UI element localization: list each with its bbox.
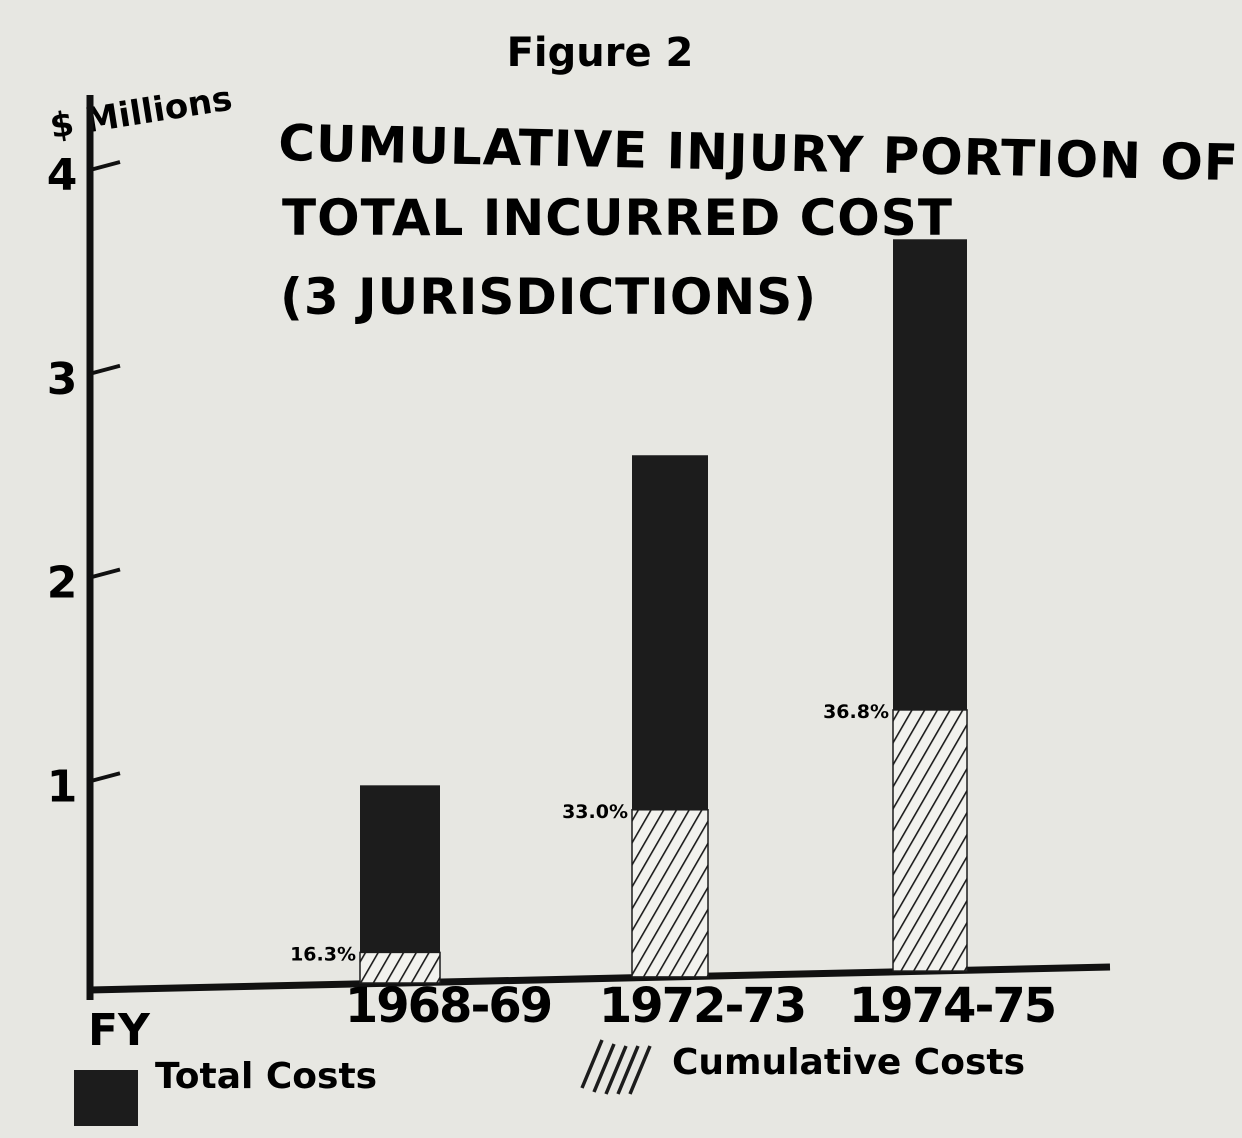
- bar-total-costs: [360, 785, 440, 953]
- y-tick-label: 2: [47, 558, 78, 609]
- bar-cumulative-costs: [631, 809, 709, 978]
- y-tick-mark: [89, 363, 121, 376]
- bar-cumulative-costs: [359, 951, 441, 984]
- y-tick-mark: [89, 160, 121, 172]
- bar-total-costs: [893, 239, 967, 710]
- y-tick-mark: [89, 771, 121, 784]
- bar-percent-label: 16.3%: [290, 943, 356, 965]
- legend-label-cumulative-costs: Cumulative Costs: [672, 1042, 1025, 1083]
- legend-label-total-costs: Total Costs: [155, 1056, 377, 1097]
- y-tick-label: 1: [47, 761, 78, 812]
- y-axis-unit-label: $ Millions: [47, 79, 235, 147]
- y-tick-label: 4: [47, 150, 78, 201]
- figure-label: Figure 2: [507, 30, 694, 76]
- bar-total-costs: [632, 455, 708, 810]
- bar-cumulative-costs: [892, 709, 968, 972]
- legend-swatch-cumulative-costs: [580, 1039, 652, 1095]
- chart-title-line-3: (3 JURISDICTIONS): [280, 268, 817, 326]
- chart-title-line-1: CUMULATIVE INJURY PORTION OF: [278, 114, 1240, 192]
- y-tick-label: 3: [47, 354, 78, 405]
- legend-swatch-total-costs: [74, 1070, 138, 1126]
- y-tick-mark: [89, 567, 121, 580]
- chart-title-line-2: TOTAL INCURRED COST: [282, 189, 953, 247]
- x-category-label: 1974-75: [849, 978, 1055, 1034]
- x-category-label: 1972-73: [599, 978, 805, 1034]
- bar-percent-label: 33.0%: [562, 801, 628, 823]
- bar-percent-label: 36.8%: [823, 701, 889, 723]
- x-category-label: 1968-69: [345, 978, 551, 1034]
- x-axis-label: FY: [88, 1005, 151, 1056]
